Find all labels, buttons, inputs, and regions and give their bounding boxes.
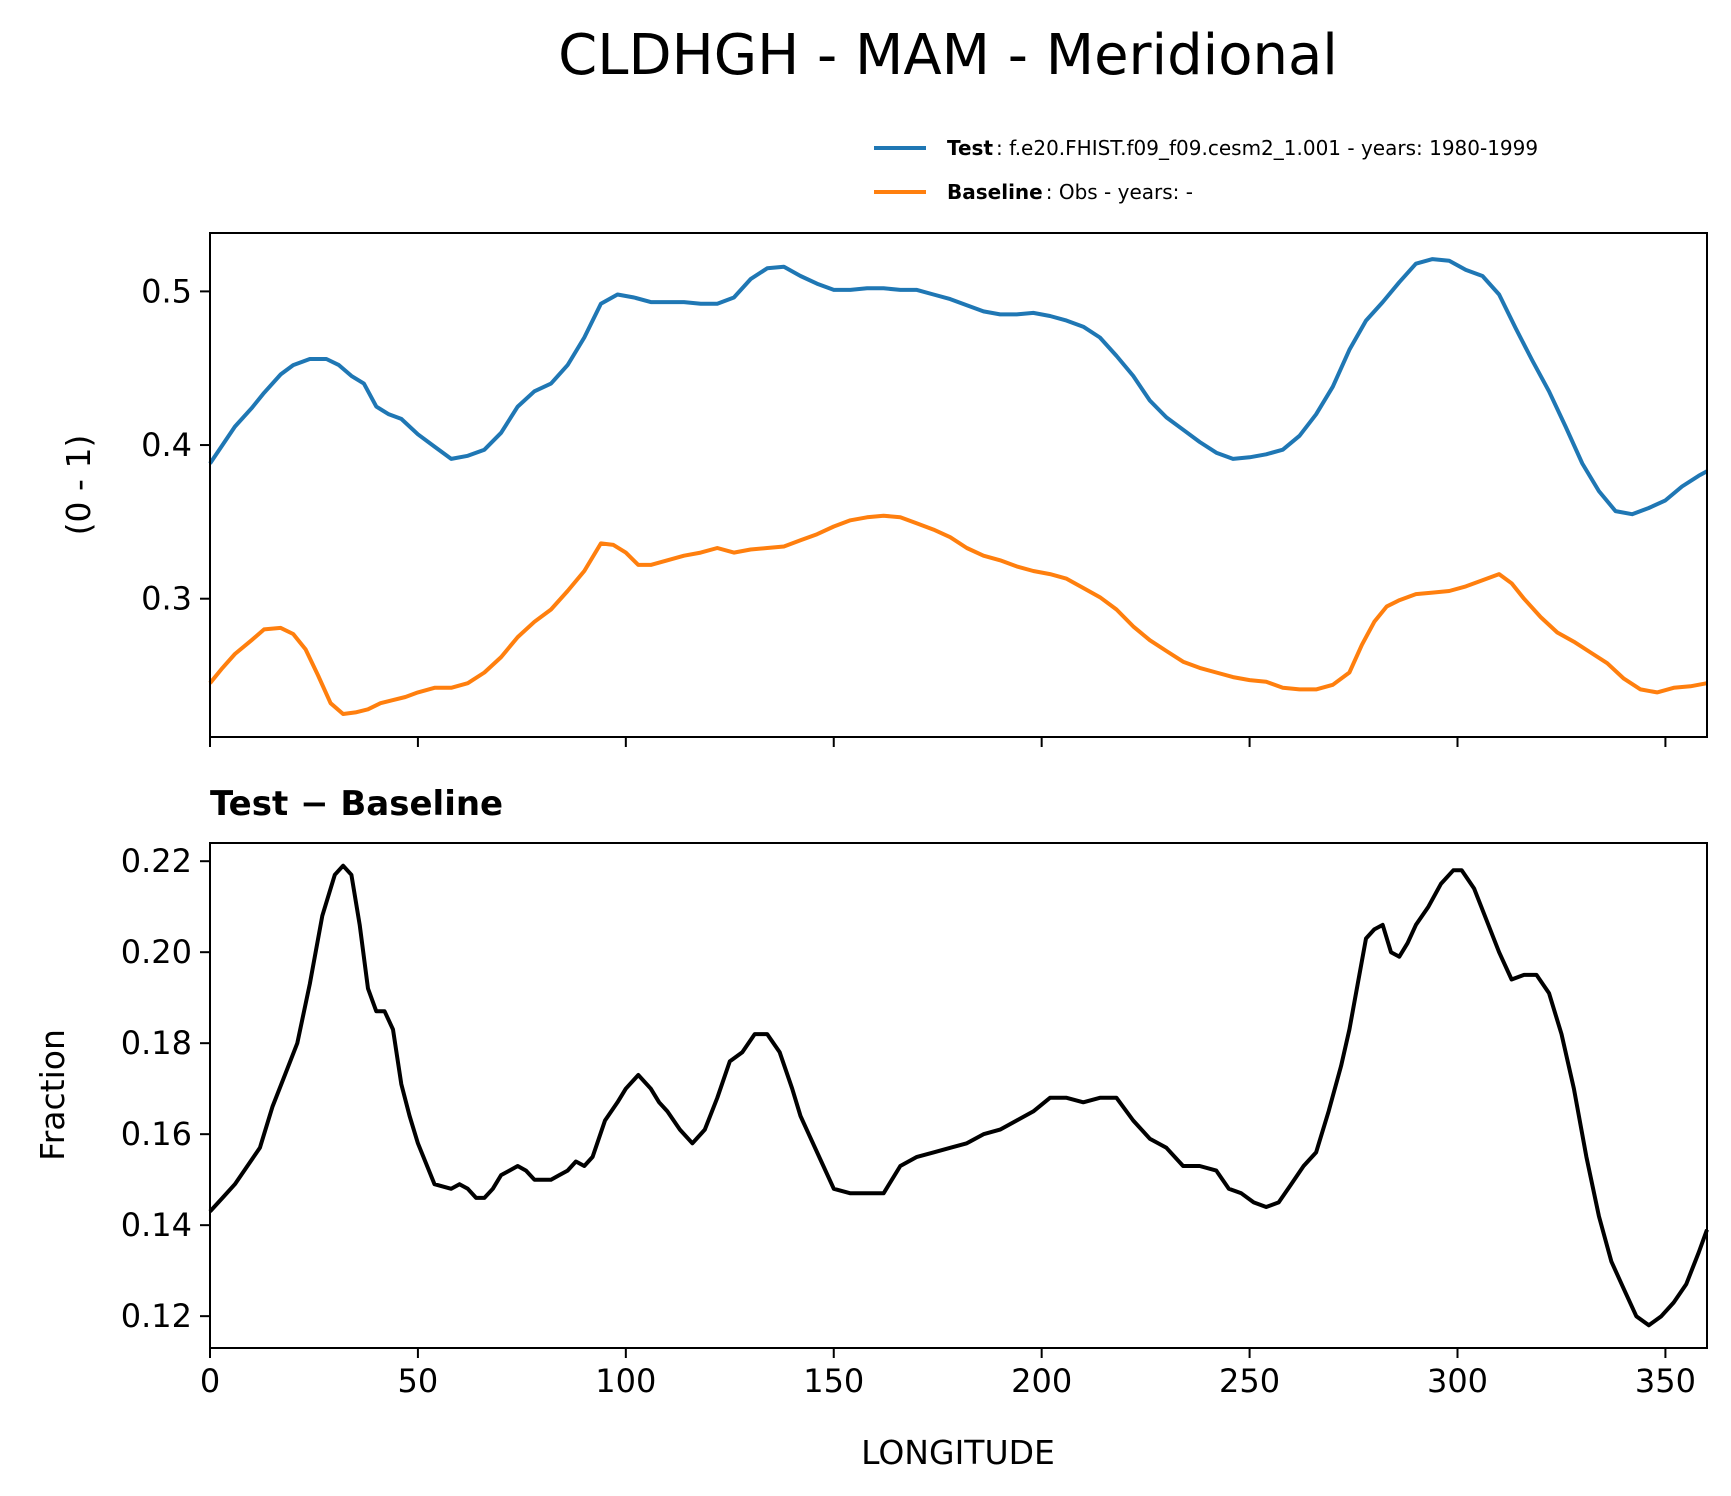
- top-x-axis: [209, 737, 1667, 747]
- bottom-panel: Test − Baseline 0.12 0.14 0.16 0.18 0.20 0.22…: [33, 784, 1709, 1472]
- bottom-x-tick-label: 50: [398, 1362, 439, 1400]
- top-series-group: [208, 257, 1708, 716]
- top-series-line-test: [208, 257, 1708, 517]
- legend: Test: f.e20.FHIST.f09_f09.cesm2_1.001 - …: [874, 136, 1538, 204]
- top-panel: 0.3 0.4 0.5 (0 - 1): [59, 232, 1708, 747]
- bottom-series-group: [208, 863, 1709, 1328]
- bottom-x-tick-label: 150: [803, 1362, 864, 1400]
- bottom-x-tick-label: 350: [1635, 1362, 1696, 1400]
- legend-key-baseline: Baseline: [947, 180, 1043, 204]
- top-y-axis: 0.3 0.4 0.5: [141, 272, 210, 618]
- top-series-line-baseline: [208, 513, 1708, 716]
- bottom-y-tick-label: 0.12: [121, 1297, 192, 1335]
- legend-entry-baseline: Baseline: Obs - years: -: [947, 180, 1193, 204]
- bottom-y-axis: 0.12 0.14 0.16 0.18 0.20 0.22: [121, 842, 210, 1335]
- legend-text-test: : f.e20.FHIST.f09_f09.cesm2_1.001 - year…: [996, 136, 1538, 160]
- bottom-y-tick-label: 0.16: [121, 1115, 192, 1153]
- bottom-x-tick-label: 300: [1427, 1362, 1488, 1400]
- bottom-series-line-difference: [208, 863, 1709, 1328]
- bottom-y-tick-label: 0.18: [121, 1024, 192, 1062]
- legend-text-baseline: : Obs - years: -: [1046, 180, 1193, 204]
- bottom-x-tick-label: 250: [1219, 1362, 1280, 1400]
- bottom-panel-title: Test − Baseline: [210, 784, 503, 824]
- bottom-x-tick-label: 100: [595, 1362, 656, 1400]
- top-y-tick-label: 0.4: [141, 426, 192, 464]
- bottom-y-tick-label: 0.22: [121, 842, 192, 880]
- bottom-y-tick-label: 0.20: [121, 933, 192, 971]
- top-plot-frame: [209, 232, 1708, 738]
- bottom-x-axis-label: LONGITUDE: [861, 1433, 1055, 1472]
- top-y-axis-label: (0 - 1): [59, 435, 98, 536]
- bottom-x-axis: 0 50 100 150 200 250 300 350: [200, 1348, 1696, 1400]
- top-y-tick-label: 0.3: [141, 580, 192, 618]
- bottom-y-tick-label: 0.14: [121, 1206, 192, 1244]
- legend-key-test: Test: [947, 136, 993, 160]
- figure-title: CLDHGH - MAM - Meridional: [558, 23, 1338, 88]
- bottom-x-tick-label: 0: [200, 1362, 220, 1400]
- bottom-plot-frame: [209, 842, 1708, 1349]
- legend-entry-test: Test: f.e20.FHIST.f09_f09.cesm2_1.001 - …: [947, 136, 1538, 160]
- bottom-y-axis-label: Fraction: [33, 1029, 72, 1161]
- top-y-tick-label: 0.5: [141, 272, 192, 310]
- bottom-x-tick-label: 200: [1011, 1362, 1072, 1400]
